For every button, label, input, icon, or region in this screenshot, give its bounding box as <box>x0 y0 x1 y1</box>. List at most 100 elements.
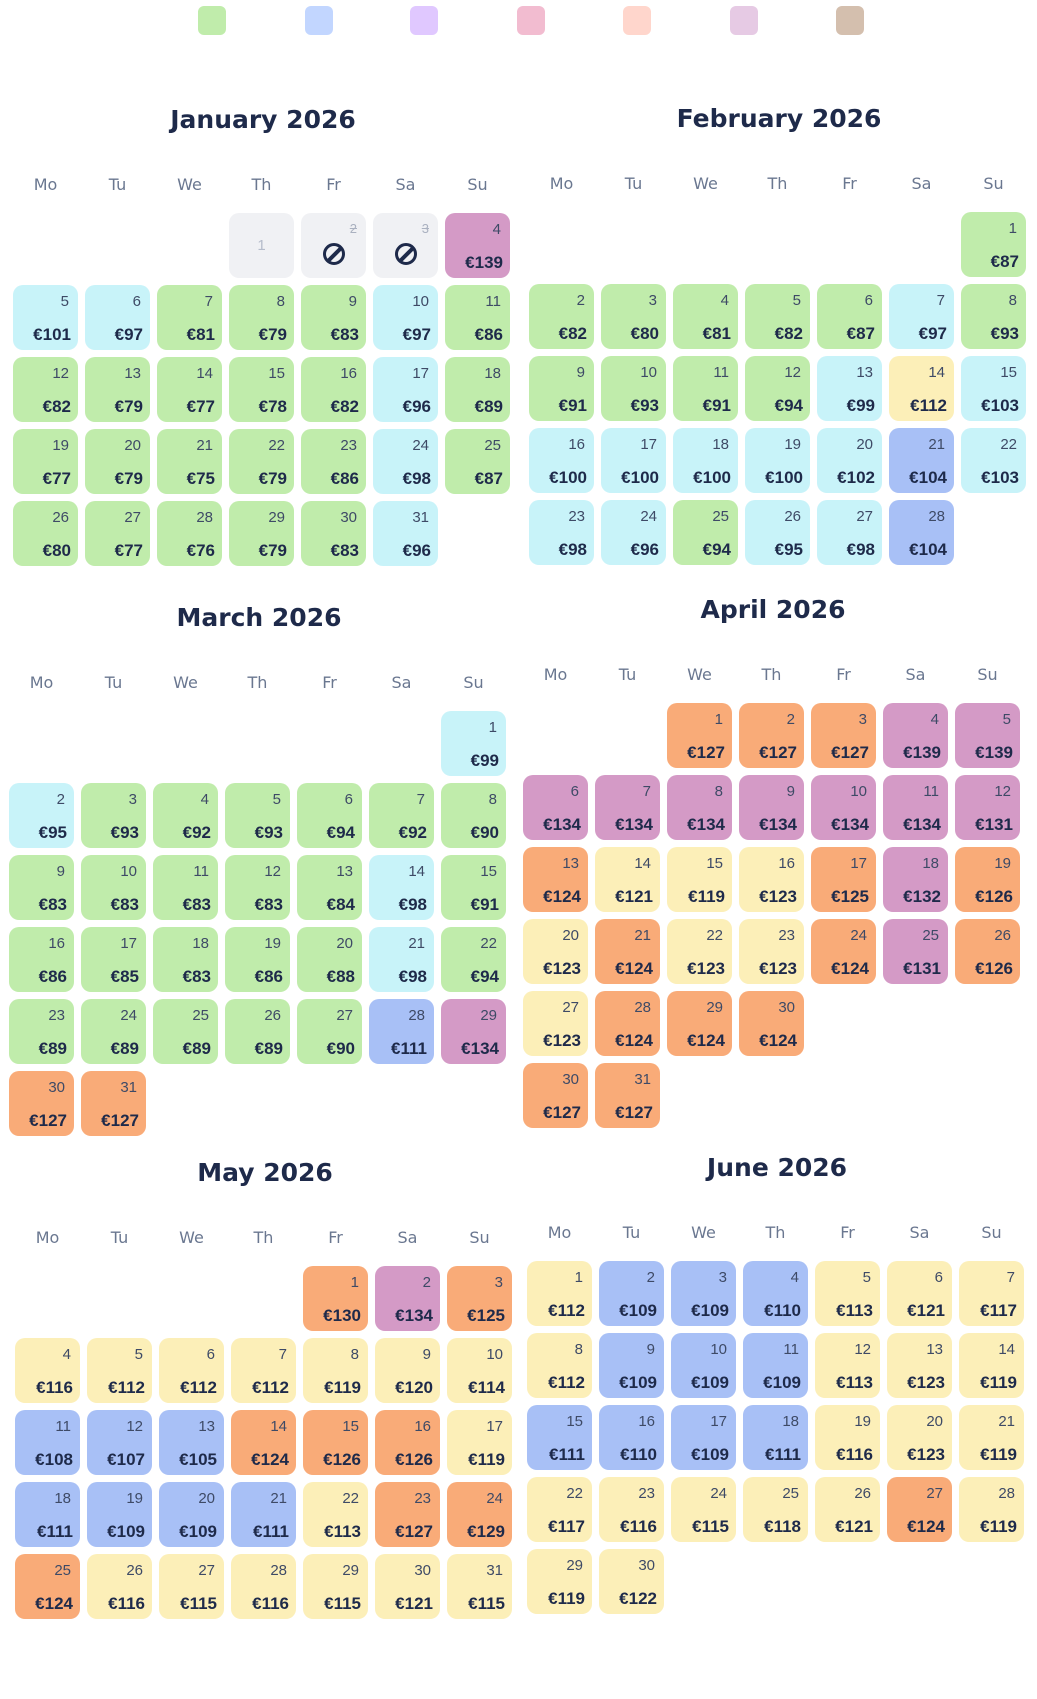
day-cell[interactable]: 20 €88 <box>297 927 362 992</box>
day-cell[interactable]: 8 €119 <box>303 1338 368 1403</box>
day-cell[interactable]: 4 €116 <box>15 1338 80 1403</box>
day-cell[interactable]: 30 €124 <box>739 991 804 1056</box>
day-cell[interactable]: 24 €124 <box>811 919 876 984</box>
day-cell[interactable]: 3 €109 <box>671 1261 736 1326</box>
day-cell[interactable]: 19 €86 <box>225 927 290 992</box>
day-cell[interactable]: 23 €127 <box>375 1482 440 1547</box>
day-cell[interactable]: 7 €112 <box>231 1338 296 1403</box>
day-cell[interactable]: 17 €96 <box>373 357 438 422</box>
day-cell[interactable]: 17 €100 <box>601 428 666 493</box>
day-cell[interactable]: 23 €116 <box>599 1477 664 1542</box>
day-cell[interactable]: 6 €121 <box>887 1261 952 1326</box>
day-cell[interactable]: 27 €90 <box>297 999 362 1064</box>
day-cell[interactable]: 9 €134 <box>739 775 804 840</box>
day-cell[interactable]: 20 €109 <box>159 1482 224 1547</box>
day-cell[interactable]: 12 €83 <box>225 855 290 920</box>
day-cell[interactable]: 11 €83 <box>153 855 218 920</box>
day-cell[interactable]: 2 €134 <box>375 1266 440 1331</box>
day-cell[interactable]: 26 €80 <box>13 501 78 566</box>
day-cell[interactable]: 18 €111 <box>743 1405 808 1470</box>
day-cell[interactable]: 19 €100 <box>745 428 810 493</box>
day-cell[interactable]: 27 €77 <box>85 501 150 566</box>
day-cell[interactable]: 27 €115 <box>159 1554 224 1619</box>
day-cell[interactable]: 26 €95 <box>745 500 810 565</box>
day-cell[interactable]: 18 €89 <box>445 357 510 422</box>
day-cell[interactable]: 5 €139 <box>955 703 1020 768</box>
day-cell[interactable]: 11 €108 <box>15 1410 80 1475</box>
day-cell[interactable]: 10 €93 <box>601 356 666 421</box>
day-cell[interactable]: 22 €94 <box>441 927 506 992</box>
day-cell[interactable]: 21 €75 <box>157 429 222 494</box>
day-cell[interactable]: 8 €93 <box>961 284 1026 349</box>
day-cell[interactable]: 25 €124 <box>15 1554 80 1619</box>
day-cell[interactable]: 11 €91 <box>673 356 738 421</box>
day-cell[interactable]: 4 €110 <box>743 1261 808 1326</box>
day-cell[interactable]: 8 €90 <box>441 783 506 848</box>
day-cell[interactable]: 9 €83 <box>301 285 366 350</box>
day-cell[interactable]: 13 €99 <box>817 356 882 421</box>
day-cell[interactable]: 29 €119 <box>527 1549 592 1614</box>
day-cell[interactable]: 23 €123 <box>739 919 804 984</box>
day-cell[interactable]: 1 €127 <box>667 703 732 768</box>
day-cell[interactable]: 15 €78 <box>229 357 294 422</box>
day-cell[interactable]: 8 €79 <box>229 285 294 350</box>
day-cell[interactable]: 27 €98 <box>817 500 882 565</box>
day-cell[interactable]: 24 €129 <box>447 1482 512 1547</box>
day-cell[interactable]: 16 €123 <box>739 847 804 912</box>
day-cell[interactable]: 22 €103 <box>961 428 1026 493</box>
day-cell[interactable]: 6 €94 <box>297 783 362 848</box>
day-cell[interactable]: 10 €97 <box>373 285 438 350</box>
day-cell[interactable]: 9 €91 <box>529 356 594 421</box>
day-cell[interactable]: 7 €97 <box>889 284 954 349</box>
day-cell[interactable]: 21 €104 <box>889 428 954 493</box>
day-cell[interactable]: 27 €123 <box>523 991 588 1056</box>
day-cell[interactable]: 3 €80 <box>601 284 666 349</box>
day-cell[interactable]: 18 €132 <box>883 847 948 912</box>
day-cell[interactable]: 6 €134 <box>523 775 588 840</box>
day-cell[interactable]: 13 €124 <box>523 847 588 912</box>
day-cell[interactable]: 14 €121 <box>595 847 660 912</box>
day-cell[interactable]: 29 €79 <box>229 501 294 566</box>
day-cell[interactable]: 12 €107 <box>87 1410 152 1475</box>
day-cell[interactable]: 15 €103 <box>961 356 1026 421</box>
day-cell[interactable]: 30 €121 <box>375 1554 440 1619</box>
day-cell[interactable]: 3 €127 <box>811 703 876 768</box>
day-cell[interactable]: 31 €127 <box>81 1071 146 1136</box>
day-cell[interactable]: 10 €114 <box>447 1338 512 1403</box>
day-cell[interactable]: 12 €94 <box>745 356 810 421</box>
day-cell[interactable]: 4 €139 <box>883 703 948 768</box>
day-cell[interactable]: 29 €115 <box>303 1554 368 1619</box>
day-cell[interactable]: 17 €125 <box>811 847 876 912</box>
day-cell[interactable]: 14 €77 <box>157 357 222 422</box>
day-cell[interactable]: 16 €86 <box>9 927 74 992</box>
day-cell[interactable]: 28 €76 <box>157 501 222 566</box>
day-cell[interactable]: 4 €139 <box>445 213 510 278</box>
day-cell[interactable]: 4 €92 <box>153 783 218 848</box>
day-cell[interactable]: 10 €109 <box>671 1333 736 1398</box>
day-cell[interactable]: 29 €124 <box>667 991 732 1056</box>
day-cell[interactable]: 1 €99 <box>441 711 506 776</box>
day-cell[interactable]: 31 €127 <box>595 1063 660 1128</box>
day-cell[interactable]: 9 €120 <box>375 1338 440 1403</box>
day-cell[interactable]: 13 €84 <box>297 855 362 920</box>
day-cell[interactable]: 22 €113 <box>303 1482 368 1547</box>
day-cell[interactable]: 3 €93 <box>81 783 146 848</box>
day-cell[interactable]: 13 €105 <box>159 1410 224 1475</box>
day-cell[interactable]: 12 €131 <box>955 775 1020 840</box>
day-cell[interactable]: 3 €125 <box>447 1266 512 1331</box>
day-cell[interactable]: 9 €83 <box>9 855 74 920</box>
day-cell[interactable]: 30 €127 <box>523 1063 588 1128</box>
day-cell[interactable]: 23 €86 <box>301 429 366 494</box>
day-cell[interactable]: 24 €98 <box>373 429 438 494</box>
day-cell[interactable]: 1 €130 <box>303 1266 368 1331</box>
day-cell[interactable]: 30 €127 <box>9 1071 74 1136</box>
day-cell[interactable]: 30 €122 <box>599 1549 664 1614</box>
day-cell[interactable]: 23 €89 <box>9 999 74 1064</box>
day-cell[interactable]: 12 €113 <box>815 1333 880 1398</box>
day-cell[interactable]: 28 €104 <box>889 500 954 565</box>
day-cell[interactable]: 28 €116 <box>231 1554 296 1619</box>
day-cell[interactable]: 5 €113 <box>815 1261 880 1326</box>
day-cell[interactable]: 17 €109 <box>671 1405 736 1470</box>
day-cell[interactable]: 13 €79 <box>85 357 150 422</box>
day-cell[interactable]: 19 €77 <box>13 429 78 494</box>
